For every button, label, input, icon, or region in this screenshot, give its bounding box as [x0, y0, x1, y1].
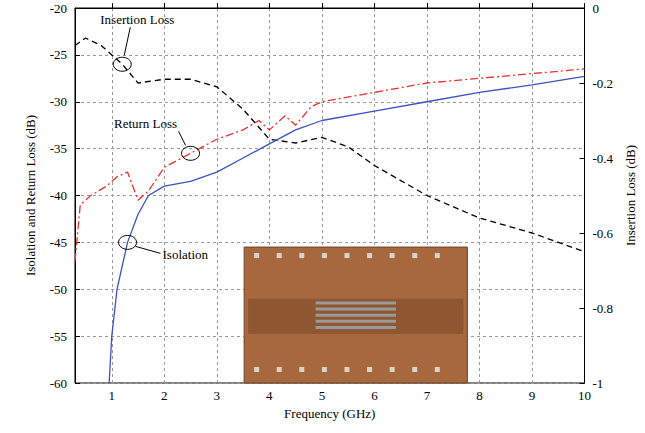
svg-text:-0.6: -0.6: [593, 226, 614, 241]
svg-text:1: 1: [109, 388, 116, 403]
svg-text:9: 9: [529, 388, 536, 403]
svg-text:8: 8: [476, 388, 483, 403]
svg-text:Isolation: Isolation: [163, 247, 209, 262]
svg-text:-35: -35: [50, 141, 67, 156]
svg-text:-25: -25: [50, 47, 67, 62]
svg-text:-50: -50: [50, 282, 67, 297]
svg-text:-40: -40: [50, 188, 67, 203]
svg-text:-30: -30: [50, 94, 67, 109]
svg-text:-60: -60: [50, 376, 67, 391]
svg-text:0: 0: [593, 1, 600, 16]
svg-text:Return Loss: Return Loss: [114, 116, 177, 131]
svg-text:-45: -45: [50, 235, 67, 250]
svg-text:7: 7: [424, 388, 431, 403]
svg-text:-55: -55: [50, 329, 67, 344]
svg-text:-0.2: -0.2: [593, 76, 614, 91]
svg-text:-0.8: -0.8: [593, 301, 614, 316]
svg-text:4: 4: [266, 388, 273, 403]
svg-text:10: 10: [578, 388, 591, 403]
svg-text:Isolation and Return Loss (dB): Isolation and Return Loss (dB): [23, 115, 38, 276]
svg-text:2: 2: [161, 388, 168, 403]
svg-text:-20: -20: [50, 1, 67, 16]
svg-text:-1: -1: [593, 376, 604, 391]
svg-text:Insertion Loss (dB): Insertion Loss (dB): [623, 145, 638, 246]
svg-text:Insertion Loss: Insertion Loss: [100, 12, 174, 27]
svg-text:3: 3: [214, 388, 221, 403]
svg-text:Frequency (GHz): Frequency (GHz): [284, 406, 375, 421]
svg-text:6: 6: [371, 388, 378, 403]
svg-text:5: 5: [319, 388, 326, 403]
svg-text:-0.4: -0.4: [593, 151, 614, 166]
